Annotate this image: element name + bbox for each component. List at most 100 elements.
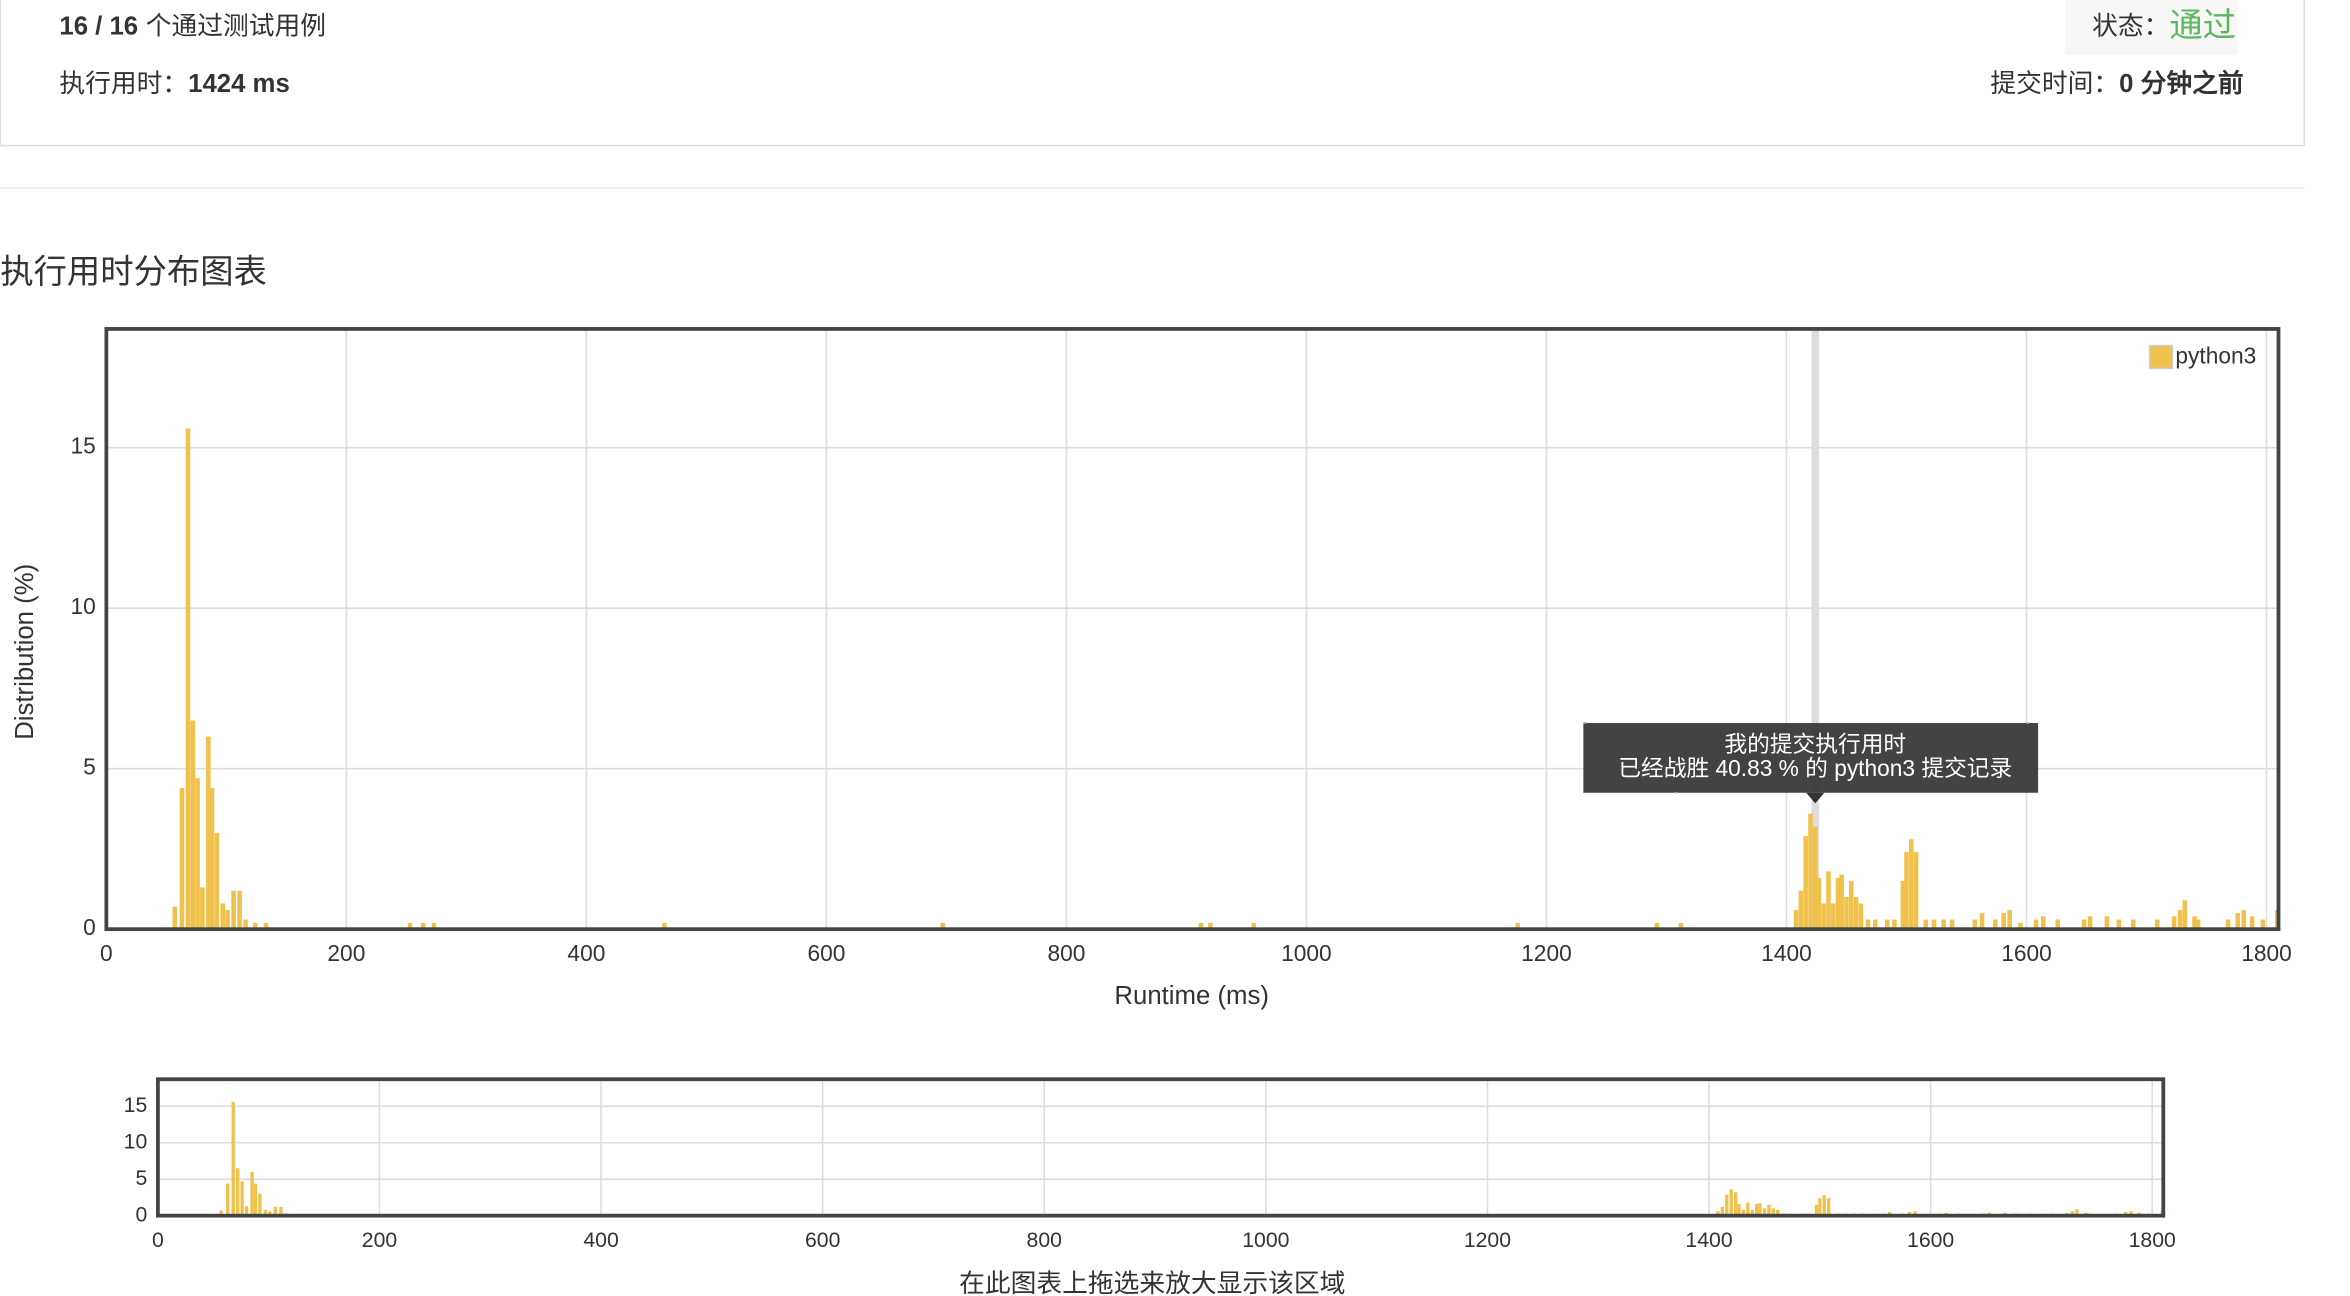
y-tick-label: 0 xyxy=(83,914,96,940)
y-tick-label: 5 xyxy=(135,1167,147,1190)
bar xyxy=(1741,1209,1746,1216)
plot-frame xyxy=(104,327,2281,932)
bar xyxy=(1830,903,1836,930)
y-tick-label: 10 xyxy=(124,1130,148,1153)
x-tick-label: 600 xyxy=(805,1229,840,1252)
bar xyxy=(244,1206,249,1216)
bar xyxy=(1931,919,1937,930)
bar xyxy=(1776,1209,1780,1216)
bar xyxy=(1923,919,1928,930)
bar xyxy=(2182,900,2188,930)
x-tick-label: 1800 xyxy=(2241,940,2292,966)
bar xyxy=(2241,909,2246,930)
y-tick-label: 10 xyxy=(70,593,95,619)
bar xyxy=(185,428,191,930)
submitted-label: 提交时间： xyxy=(1990,69,2119,98)
runtime-label: 执行用时： xyxy=(59,69,188,98)
bar xyxy=(231,890,236,930)
bar xyxy=(2007,909,2012,930)
x-tick-label: 0 xyxy=(100,940,113,966)
bar xyxy=(1949,919,1955,930)
status-value[interactable]: 通过 xyxy=(2169,7,2236,44)
bar xyxy=(243,919,248,930)
bar xyxy=(1729,1189,1733,1216)
bar xyxy=(258,1193,262,1216)
bar xyxy=(940,922,946,930)
bar xyxy=(2104,916,2110,930)
bar xyxy=(1808,813,1813,930)
bar xyxy=(2235,913,2240,930)
bar xyxy=(172,906,178,930)
y-tick-label: 15 xyxy=(124,1094,148,1117)
bar xyxy=(1758,1203,1762,1216)
bar xyxy=(2087,916,2093,930)
bar xyxy=(195,778,200,930)
x-tick-label: 600 xyxy=(807,940,845,966)
x-tick-label: 1600 xyxy=(2001,940,2052,966)
status-label: 状态： xyxy=(2092,11,2169,40)
bar xyxy=(1750,1209,1754,1216)
y-tick-label: 0 xyxy=(135,1203,147,1226)
bar xyxy=(1725,1194,1729,1216)
bar xyxy=(407,922,413,930)
bar xyxy=(2249,916,2255,930)
bar xyxy=(1251,922,1256,930)
x-tick-label: 800 xyxy=(1047,940,1085,966)
runtime-value: 1424 ms xyxy=(188,70,290,98)
bar xyxy=(236,1168,240,1216)
bar xyxy=(1853,897,1859,930)
x-tick-label: 200 xyxy=(362,1229,397,1252)
bar xyxy=(279,1206,283,1216)
x-tick-label: 400 xyxy=(583,1229,618,1252)
legend-swatch xyxy=(2148,344,2174,370)
navigator-caption: 在此图表上拖选来放大显示该区域 xyxy=(959,1269,1345,1296)
bar xyxy=(2070,1211,2075,1216)
bar xyxy=(263,1209,268,1216)
x-tick-label: 1000 xyxy=(1242,1229,1289,1252)
section-title: 执行用时分布图表 xyxy=(0,254,267,291)
bar xyxy=(1979,913,1985,930)
bar xyxy=(662,922,667,930)
plot-frame xyxy=(156,1077,2166,1218)
bar xyxy=(1733,1192,1738,1216)
bar xyxy=(268,1211,272,1216)
bar xyxy=(237,890,242,930)
bar xyxy=(2081,919,2087,930)
bar xyxy=(1798,890,1804,930)
passed-label: 个通过测试用例 xyxy=(146,11,326,40)
x-tick-label: 1800 xyxy=(2129,1229,2176,1252)
bar xyxy=(431,922,437,930)
bar xyxy=(1892,919,1897,930)
tooltip-line: 我的提交执行用时 xyxy=(1724,731,1906,757)
bar xyxy=(190,720,196,930)
bar xyxy=(179,787,185,930)
y-axis-title: Distribution (%) xyxy=(11,564,39,740)
bar xyxy=(1913,1211,1917,1216)
bar xyxy=(1767,1204,1771,1216)
bar xyxy=(1678,922,1684,930)
x-axis-title: Runtime (ms) xyxy=(1114,982,1269,1010)
bar xyxy=(1865,919,1871,930)
plot-background xyxy=(106,328,2279,930)
bar xyxy=(1515,922,1520,930)
bar xyxy=(1654,922,1660,930)
bar xyxy=(2075,1209,2079,1216)
tooltip-arrow xyxy=(1806,792,1825,804)
bar xyxy=(2131,919,2136,930)
legend-label: python3 xyxy=(2175,343,2256,369)
bar xyxy=(1858,903,1864,930)
bar xyxy=(1993,919,1998,930)
bar xyxy=(250,1171,254,1216)
bar xyxy=(1818,1198,1822,1216)
status-badge xyxy=(2064,0,2238,55)
bar xyxy=(1941,919,1946,930)
runtime-row: 执行用时：1424 ms xyxy=(59,69,289,98)
bar xyxy=(1822,1195,1826,1216)
y-tick-label: 5 xyxy=(83,754,96,780)
bar xyxy=(2155,919,2160,930)
bar xyxy=(1908,839,1914,930)
bar xyxy=(2177,909,2183,930)
x-tick-label: 1000 xyxy=(1281,940,1332,966)
passed-count: 16 / 16 xyxy=(59,12,138,40)
